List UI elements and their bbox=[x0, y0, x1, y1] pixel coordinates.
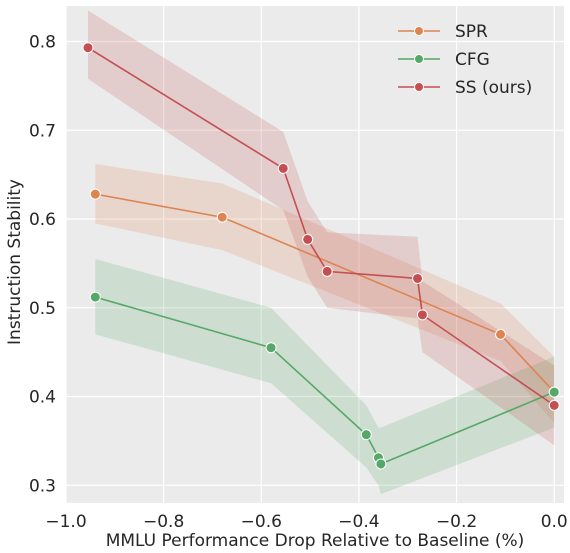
ss-ours-point bbox=[416, 309, 428, 321]
y-tick-label: 0.7 bbox=[29, 121, 56, 141]
grid bbox=[65, 6, 564, 503]
legend-label-cfg: CFG bbox=[455, 50, 490, 70]
spr-point bbox=[89, 188, 101, 200]
x-axis-label: MMLU Performance Drop Relative to Baseli… bbox=[106, 531, 525, 551]
cfg-point bbox=[265, 342, 277, 354]
ss-ours-point bbox=[277, 162, 289, 174]
spr-line bbox=[95, 193, 555, 393]
y-axis-label: Instruction Stability bbox=[5, 179, 25, 345]
x-tick-label: −0.6 bbox=[241, 512, 282, 532]
cfg-point bbox=[548, 386, 560, 398]
x-tick-label: −0.2 bbox=[436, 512, 477, 532]
legend: SPR CFG SS (ours) bbox=[398, 22, 532, 98]
legend-item-ss-ours: SS (ours) bbox=[398, 78, 532, 98]
y-tick-label: 0.8 bbox=[29, 33, 56, 53]
spr-point bbox=[216, 211, 228, 223]
x-tick-label: −0.8 bbox=[143, 512, 184, 532]
y-tick-label: 0.6 bbox=[29, 210, 56, 230]
legend-item-cfg: CFG bbox=[398, 50, 490, 70]
legend-marker-cfg bbox=[414, 54, 424, 64]
spr-point bbox=[495, 328, 507, 340]
y-tick-label: 0.4 bbox=[29, 388, 56, 408]
legend-item-spr: SPR bbox=[398, 22, 488, 42]
ss-ours-point bbox=[302, 233, 314, 245]
cfg-point bbox=[360, 429, 372, 441]
ss-ours-point bbox=[82, 42, 94, 54]
legend-label-spr: SPR bbox=[455, 22, 488, 42]
ss-ours-point bbox=[412, 272, 424, 284]
legend-marker-spr bbox=[414, 26, 424, 36]
x-tick-label: −0.4 bbox=[338, 512, 379, 532]
cfg-line bbox=[95, 296, 555, 466]
legend-label-ss-ours: SS (ours) bbox=[455, 78, 532, 98]
legend-marker-ss-ours bbox=[414, 82, 424, 92]
x-tick-labels: −1.0 −0.8 −0.6 −0.4 −0.2 0.0 bbox=[45, 512, 567, 532]
ss-ours-point bbox=[548, 399, 560, 411]
y-tick-labels: 0.3 0.4 0.5 0.6 0.7 0.8 bbox=[29, 33, 56, 497]
cfg-point bbox=[89, 291, 101, 303]
plot-background bbox=[66, 6, 564, 503]
x-tick-label: 0.0 bbox=[541, 512, 568, 532]
cfg-confidence-band bbox=[95, 258, 555, 495]
cfg-point bbox=[375, 458, 387, 470]
series-points bbox=[82, 42, 560, 470]
y-tick-label: 0.3 bbox=[29, 476, 56, 496]
x-tick-label: −1.0 bbox=[45, 512, 86, 532]
ss-ours-point bbox=[321, 265, 333, 277]
y-tick-label: 0.5 bbox=[29, 299, 56, 319]
spr-confidence-band bbox=[95, 163, 555, 424]
